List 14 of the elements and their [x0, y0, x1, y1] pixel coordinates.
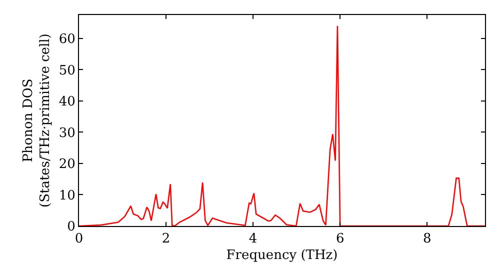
y-tick-label: 30: [58, 126, 76, 141]
y-tick-label: 20: [58, 157, 76, 172]
x-axis-title: Frequency (THz): [226, 248, 338, 264]
y-tick-label: 60: [58, 32, 76, 47]
y-tick-label: 10: [58, 188, 76, 204]
y-tick-label: 50: [58, 63, 76, 78]
y-tick-label: 40: [58, 94, 76, 110]
y-axis-title: Phonon DOS (States/THz·primitive cell): [20, 33, 53, 208]
x-tick-label: 6: [336, 232, 344, 247]
y-tick-label: 0: [67, 220, 76, 235]
x-tick-label: 8: [422, 232, 432, 247]
x-tick-label: 4: [248, 232, 258, 247]
x-tick-label: 2: [162, 232, 170, 247]
line-series: [79, 25, 485, 226]
